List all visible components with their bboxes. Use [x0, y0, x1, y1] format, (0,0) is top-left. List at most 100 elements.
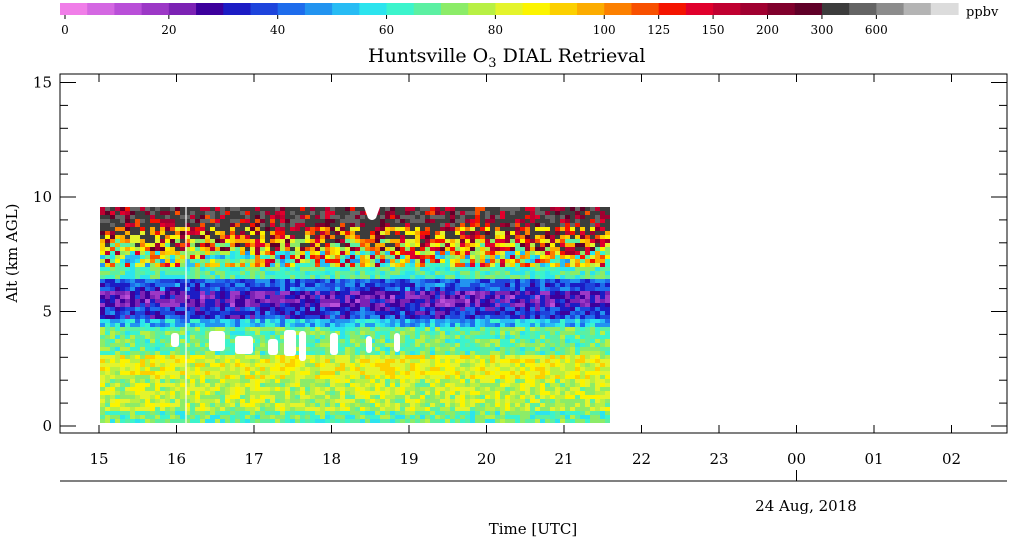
- heatmap-cell: [415, 283, 420, 287]
- heatmap-cell: [315, 367, 320, 371]
- heatmap-cell: [550, 267, 555, 271]
- heatmap-cell: [220, 399, 225, 403]
- heatmap-cell: [240, 207, 245, 211]
- heatmap-cell: [370, 375, 375, 379]
- heatmap-cell: [325, 243, 330, 247]
- heatmap-cell: [460, 367, 465, 371]
- heatmap-cell: [220, 239, 225, 243]
- heatmap-cell: [110, 207, 115, 211]
- heatmap-cell: [280, 263, 285, 267]
- heatmap-cell: [380, 319, 385, 323]
- heatmap-cell: [310, 363, 315, 367]
- heatmap-cell: [195, 259, 200, 263]
- heatmap-cell: [285, 215, 290, 219]
- heatmap-cell: [105, 291, 110, 295]
- heatmap-cell: [180, 303, 185, 307]
- colorbar-swatch: [903, 3, 932, 15]
- heatmap-cell: [145, 243, 150, 247]
- heatmap-cell: [400, 387, 405, 391]
- heatmap-cell: [435, 419, 440, 423]
- heatmap-cell: [515, 355, 520, 359]
- heatmap-cell: [485, 239, 490, 243]
- heatmap-cell: [230, 251, 235, 255]
- heatmap-cell: [195, 411, 200, 415]
- heatmap-cell: [495, 219, 500, 223]
- heatmap-cell: [345, 371, 350, 375]
- heatmap-cell: [505, 219, 510, 223]
- heatmap-cell: [115, 359, 120, 363]
- heatmap-cell: [140, 383, 145, 387]
- heatmap-cell: [340, 343, 345, 347]
- heatmap-cell: [350, 255, 355, 259]
- heatmap-cell: [520, 299, 525, 303]
- heatmap-cell: [310, 339, 315, 343]
- heatmap-cell: [440, 359, 445, 363]
- heatmap-cell: [100, 219, 105, 223]
- heatmap-cell: [445, 419, 450, 423]
- heatmap-cell: [470, 411, 475, 415]
- heatmap-cell: [195, 363, 200, 367]
- heatmap-cell: [380, 339, 385, 343]
- heatmap-cell: [145, 375, 150, 379]
- heatmap-cell: [385, 355, 390, 359]
- heatmap-cell: [475, 291, 480, 295]
- heatmap-cell: [215, 375, 220, 379]
- heatmap-cell: [450, 331, 455, 335]
- heatmap-cell: [525, 327, 530, 331]
- heatmap-cell: [195, 399, 200, 403]
- heatmap-cell: [450, 295, 455, 299]
- heatmap-cell: [355, 403, 360, 407]
- heatmap-cell: [200, 223, 205, 227]
- heatmap-cell: [350, 307, 355, 311]
- heatmap-cell: [320, 303, 325, 307]
- heatmap-cell: [180, 263, 185, 267]
- heatmap-cell: [435, 223, 440, 227]
- heatmap-cell: [360, 343, 365, 347]
- heatmap-cell: [380, 343, 385, 347]
- heatmap-cell: [250, 263, 255, 267]
- heatmap-cell: [440, 211, 445, 215]
- heatmap-cell: [390, 275, 395, 279]
- heatmap-cell: [295, 223, 300, 227]
- heatmap-cell: [255, 351, 260, 355]
- heatmap-cell: [285, 407, 290, 411]
- heatmap-cell: [245, 251, 250, 255]
- heatmap-cell: [140, 239, 145, 243]
- heatmap-cell: [520, 283, 525, 287]
- heatmap-cell: [270, 231, 275, 235]
- heatmap-cell: [205, 375, 210, 379]
- heatmap-cell: [405, 395, 410, 399]
- heatmap-cell: [135, 323, 140, 327]
- heatmap-cell: [510, 215, 515, 219]
- heatmap-cell: [295, 243, 300, 247]
- heatmap-cell: [210, 319, 215, 323]
- heatmap-cell: [535, 227, 540, 231]
- heatmap-cell: [270, 307, 275, 311]
- heatmap-cell: [240, 255, 245, 259]
- heatmap-cell: [405, 391, 410, 395]
- heatmap-cell: [360, 363, 365, 367]
- heatmap-cell: [255, 311, 260, 315]
- heatmap-cell: [190, 399, 195, 403]
- heatmap-cell: [330, 291, 335, 295]
- heatmap-cell: [300, 287, 305, 291]
- heatmap-cell: [155, 379, 160, 383]
- heatmap-cell: [540, 243, 545, 247]
- heatmap-cell: [315, 259, 320, 263]
- heatmap-cell: [440, 267, 445, 271]
- heatmap-cell: [330, 275, 335, 279]
- heatmap-cell: [405, 239, 410, 243]
- heatmap-cell: [230, 323, 235, 327]
- heatmap-cell: [535, 355, 540, 359]
- heatmap-cell: [180, 387, 185, 391]
- heatmap-cell: [180, 379, 185, 383]
- heatmap-cell: [515, 259, 520, 263]
- heatmap-cell: [205, 259, 210, 263]
- heatmap-cell: [435, 403, 440, 407]
- heatmap-cell: [240, 263, 245, 267]
- heatmap-cell: [470, 351, 475, 355]
- heatmap-cell: [125, 223, 130, 227]
- heatmap-cell: [210, 223, 215, 227]
- heatmap-cell: [430, 391, 435, 395]
- heatmap-cell: [275, 239, 280, 243]
